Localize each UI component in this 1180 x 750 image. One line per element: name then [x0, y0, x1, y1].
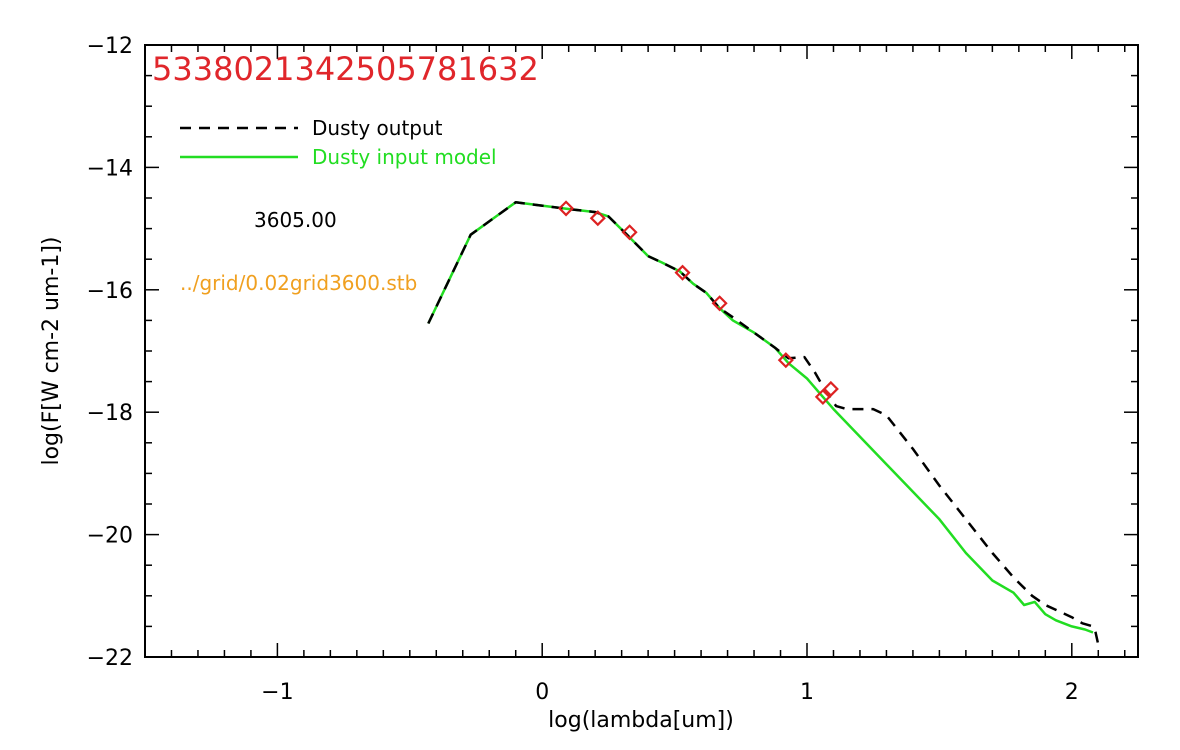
legend: Dusty output Dusty input model [180, 116, 497, 169]
legend-label-dusty-output: Dusty output [312, 116, 443, 140]
x-tick-label: 1 [800, 680, 814, 705]
y-tick-label: −20 [87, 524, 133, 549]
series-dusty-input-model [427, 201, 1094, 634]
x-tick-label: 2 [1065, 680, 1079, 705]
photometry-point [777, 352, 794, 369]
y-axis-title: log(F[W cm-2 um-1]) [39, 236, 64, 465]
legend-label-dusty-input: Dusty input model [312, 145, 497, 169]
x-axis-title: log(lambda[um]) [548, 708, 734, 733]
y-tick-label: −22 [87, 646, 133, 671]
x-tick-labels: −1 0 1 2 [261, 680, 1079, 705]
grid-file-annotation: ../grid/0.02grid3600.stb [180, 271, 417, 295]
y-tick-label: −14 [87, 156, 133, 181]
photometry-point [674, 264, 691, 281]
photometry-markers [557, 200, 839, 405]
y-tick-label: −18 [87, 401, 133, 426]
data-series [427, 201, 1100, 646]
x-tick-label: −1 [261, 680, 293, 705]
photometry-point [814, 388, 831, 405]
photometry-point [711, 295, 728, 312]
plot-frame [144, 44, 1139, 658]
series-dusty-output [427, 201, 1100, 646]
photometry-point [589, 210, 606, 227]
axis-ticks [144, 44, 1138, 658]
chart-title: 5338021342505781632 [152, 50, 539, 88]
y-tick-label: −16 [87, 279, 133, 304]
photometry-point [621, 224, 638, 241]
y-tick-labels: −22 −20 −18 −16 −14 −12 [87, 34, 133, 671]
x-tick-label: 0 [535, 680, 549, 705]
temperature-annotation: 3605.00 [254, 208, 337, 232]
photometry-point [822, 380, 839, 397]
y-tick-label: −12 [87, 34, 133, 59]
photometry-point [557, 200, 575, 217]
